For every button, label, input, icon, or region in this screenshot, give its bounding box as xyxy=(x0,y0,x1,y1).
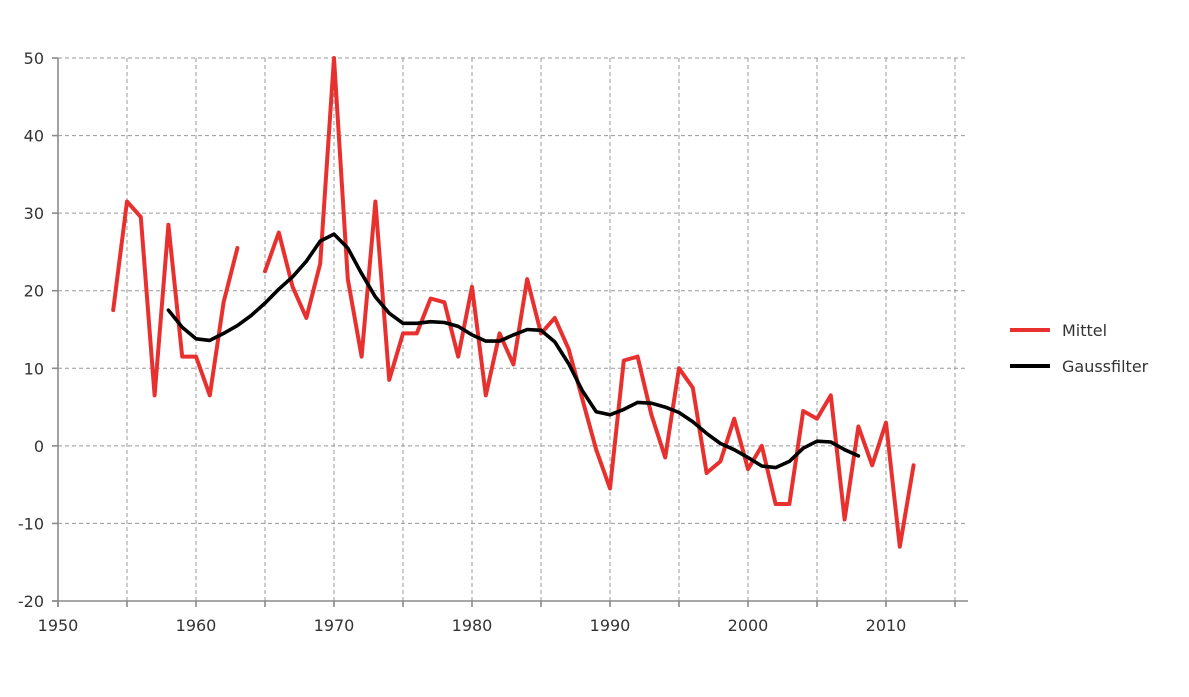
y-tick-label: -10 xyxy=(18,514,44,533)
legend-item-mittel: Mittel xyxy=(1010,312,1148,348)
legend-swatch-mittel xyxy=(1010,328,1050,332)
tick-labels: -20 -10 0 10 20 30 40 50 1950 1960 1970 1980 1990 200… xyxy=(18,49,907,635)
x-tick-label: 1970 xyxy=(314,616,355,635)
x-tick-label: 1980 xyxy=(452,616,493,635)
x-tick-label: 2010 xyxy=(866,616,907,635)
x-tick-label: 1960 xyxy=(176,616,217,635)
y-tick-label: -20 xyxy=(18,592,44,611)
series-line-mittel xyxy=(111,56,916,549)
x-tick-label: 2000 xyxy=(728,616,769,635)
legend: Mittel Gaussfilter xyxy=(1010,312,1148,384)
y-tick-label: 20 xyxy=(24,282,44,301)
grid xyxy=(58,57,968,601)
y-tick-label: 0 xyxy=(34,437,44,456)
series-lines xyxy=(111,56,916,549)
y-tick-label: 30 xyxy=(24,204,44,223)
x-tick-label: 1990 xyxy=(590,616,631,635)
x-tick-label: 1950 xyxy=(38,616,79,635)
legend-item-gaussfilter: Gaussfilter xyxy=(1010,348,1148,384)
y-tick-label: 10 xyxy=(24,359,44,378)
legend-swatch-gaussfilter xyxy=(1010,364,1050,368)
series-line-gaussfilter xyxy=(166,232,861,470)
axes xyxy=(52,57,968,607)
y-tick-label: 40 xyxy=(24,127,44,146)
y-tick-label: 50 xyxy=(24,49,44,68)
legend-label-mittel: Mittel xyxy=(1062,320,1108,340)
legend-label-gaussfilter: Gaussfilter xyxy=(1062,356,1149,376)
